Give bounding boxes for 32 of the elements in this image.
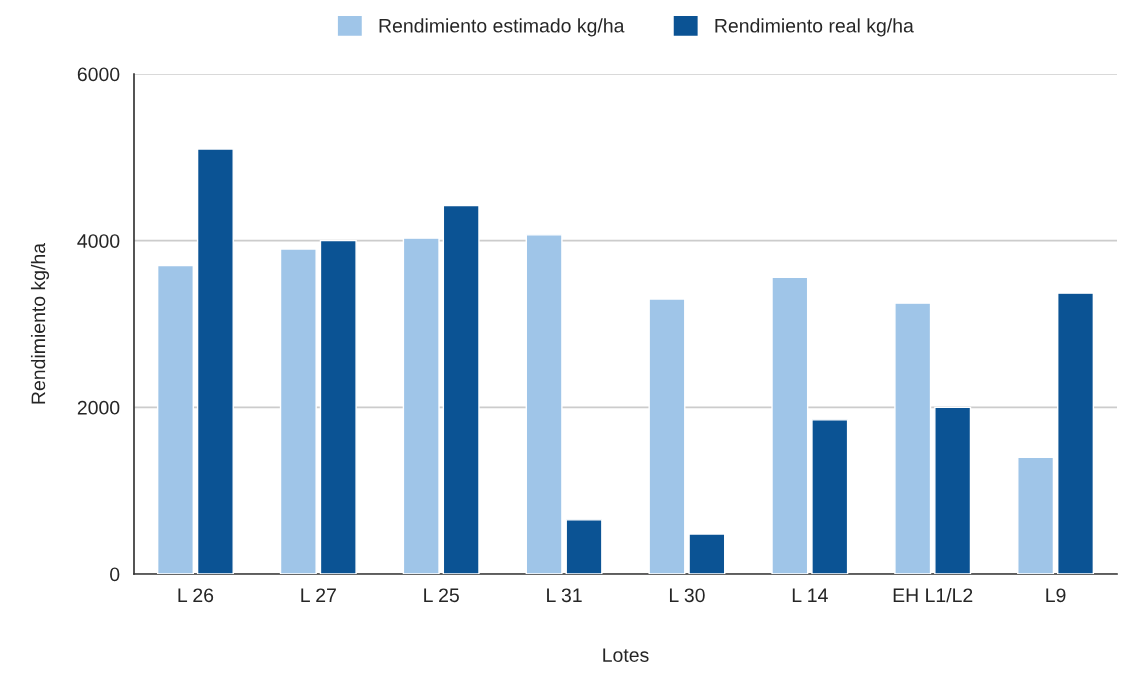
bar — [688, 533, 726, 574]
bar — [442, 204, 480, 574]
x-tick-label: L 26 — [178, 588, 214, 603]
bar — [525, 234, 563, 574]
bar — [402, 237, 440, 574]
bar — [894, 302, 932, 574]
y-tick-label: 0 — [110, 567, 120, 582]
legend-label: Rendimiento estimado kg/ha — [379, 18, 625, 37]
bar — [196, 148, 234, 574]
bar — [279, 248, 317, 574]
x-tick-label: L 30 — [669, 588, 705, 603]
x-tick-label: EH L1/L2 — [893, 587, 973, 603]
bar — [156, 264, 194, 574]
bar — [811, 419, 849, 574]
y-axis-title: Rendimiento kg/ha — [30, 242, 50, 404]
bar — [934, 406, 972, 574]
bar — [771, 276, 809, 574]
legend-label: Rendimiento real kg/ha — [715, 18, 914, 37]
x-tick-label: L 27 — [301, 588, 336, 602]
x-tick-label: L9 — [1046, 588, 1066, 603]
y-tick-label: 6000 — [77, 67, 120, 82]
bar — [319, 239, 357, 574]
bar — [1057, 292, 1095, 574]
bar — [565, 519, 603, 574]
x-tick-label: L 31 — [547, 588, 582, 603]
bar — [648, 298, 686, 574]
x-tick-label: L 25 — [424, 588, 459, 603]
y-tick-label: 2000 — [77, 400, 120, 415]
bar — [1017, 456, 1055, 574]
x-tick-label: L 14 — [792, 588, 828, 602]
y-tick-label: 4000 — [77, 234, 120, 248]
x-axis-title: Lotes — [603, 648, 649, 662]
